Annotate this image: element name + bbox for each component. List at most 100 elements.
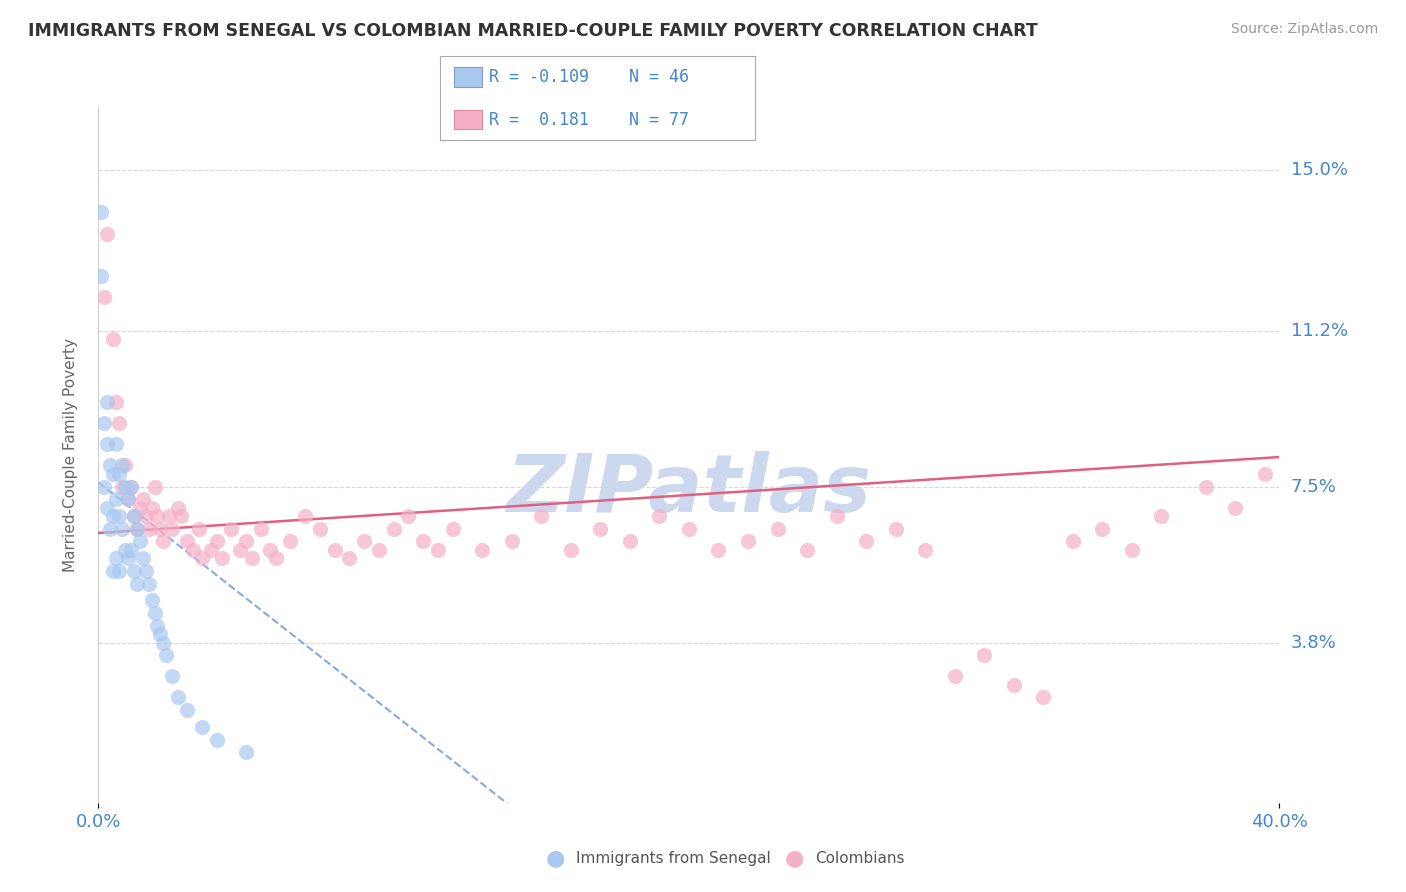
Point <box>1150 509 1173 524</box>
Point <box>412 534 434 549</box>
Point <box>796 542 818 557</box>
Point <box>105 395 128 409</box>
Point <box>309 522 332 536</box>
Point <box>125 576 148 591</box>
Point <box>96 227 118 241</box>
Point <box>211 551 233 566</box>
Point <box>1223 500 1246 515</box>
Point <box>501 534 523 549</box>
Point <box>117 551 139 566</box>
Point <box>111 522 134 536</box>
Point <box>1254 467 1277 481</box>
Point <box>128 500 150 515</box>
Point <box>93 290 115 304</box>
Y-axis label: Married-Couple Family Poverty: Married-Couple Family Poverty <box>63 338 77 572</box>
Point <box>146 509 169 524</box>
Point <box>219 522 242 536</box>
Point <box>122 564 145 578</box>
Point <box>167 690 190 705</box>
Point <box>96 437 118 451</box>
Point <box>162 669 183 683</box>
Point <box>167 500 190 515</box>
Point <box>181 542 204 557</box>
Point <box>93 417 115 431</box>
Point <box>120 479 142 493</box>
Text: R = -0.109    N = 46: R = -0.109 N = 46 <box>489 68 689 86</box>
Point <box>98 522 121 536</box>
Point <box>114 458 136 473</box>
Point <box>560 542 582 557</box>
Point <box>149 522 172 536</box>
Point <box>125 522 148 536</box>
Text: 7.5%: 7.5% <box>1291 477 1337 496</box>
Point <box>176 703 198 717</box>
Point <box>337 551 360 566</box>
Point <box>120 542 142 557</box>
Text: R =  0.181    N = 77: R = 0.181 N = 77 <box>489 111 689 128</box>
Point <box>240 551 263 566</box>
Point <box>1062 534 1084 549</box>
Point <box>914 542 936 557</box>
Text: 15.0%: 15.0% <box>1291 161 1347 179</box>
Text: Source: ZipAtlas.com: Source: ZipAtlas.com <box>1230 22 1378 37</box>
Point <box>353 534 375 549</box>
Point <box>98 458 121 473</box>
Point <box>278 534 302 549</box>
Point <box>382 522 405 536</box>
Point <box>943 669 966 683</box>
Text: 3.8%: 3.8% <box>1291 633 1336 651</box>
Text: 11.2%: 11.2% <box>1291 321 1348 340</box>
Point <box>128 534 150 549</box>
Point <box>229 542 252 557</box>
Point <box>170 509 193 524</box>
Point <box>191 720 214 734</box>
Point <box>122 509 145 524</box>
Text: ●: ● <box>546 848 565 868</box>
Point <box>146 618 169 632</box>
Point <box>90 268 112 283</box>
Point <box>135 509 157 524</box>
Point <box>132 492 155 507</box>
Point <box>105 437 128 451</box>
Point <box>187 522 209 536</box>
Point <box>441 522 464 536</box>
Point <box>155 648 177 663</box>
Point <box>103 564 125 578</box>
Text: IMMIGRANTS FROM SENEGAL VS COLOMBIAN MARRIED-COUPLE FAMILY POVERTY CORRELATION C: IMMIGRANTS FROM SENEGAL VS COLOMBIAN MAR… <box>28 22 1038 40</box>
Point <box>105 492 128 507</box>
Point <box>471 542 494 557</box>
Text: ●: ● <box>785 848 804 868</box>
Point <box>108 564 131 578</box>
Point <box>323 542 346 557</box>
Point <box>152 635 174 649</box>
Point <box>111 479 134 493</box>
Point <box>678 522 700 536</box>
Point <box>143 606 166 620</box>
Point <box>157 509 180 524</box>
Point <box>114 542 136 557</box>
Point <box>855 534 877 549</box>
Point <box>162 522 183 536</box>
Point <box>108 509 131 524</box>
Point <box>103 467 125 481</box>
Text: Colombians: Colombians <box>815 851 905 865</box>
Point <box>176 534 198 549</box>
Point <box>884 522 907 536</box>
Point <box>368 542 391 557</box>
Point <box>707 542 730 557</box>
Point <box>205 534 228 549</box>
Point <box>294 509 316 524</box>
Point <box>1091 522 1114 536</box>
Point <box>191 551 214 566</box>
Point <box>825 509 848 524</box>
Point <box>122 509 145 524</box>
Point <box>108 417 131 431</box>
Point <box>141 593 163 607</box>
Point <box>1121 542 1143 557</box>
Point <box>120 479 142 493</box>
Point <box>138 522 160 536</box>
Point <box>766 522 789 536</box>
Point <box>264 551 287 566</box>
Point <box>96 395 118 409</box>
Point <box>589 522 612 536</box>
